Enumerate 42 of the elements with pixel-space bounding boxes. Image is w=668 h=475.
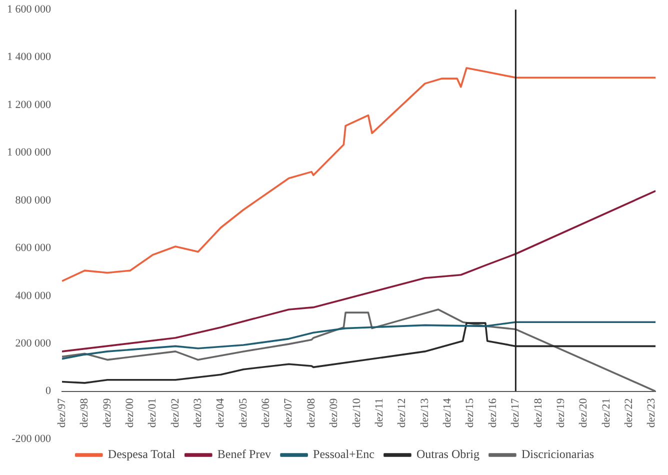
x-tick-label: dez/15: [464, 398, 476, 428]
x-tick-label: dez/21: [600, 398, 612, 428]
x-tick-label: dez/06: [260, 398, 272, 428]
x-tick-label: dez/98: [78, 398, 91, 428]
x-tick-label: dez/99: [101, 398, 114, 428]
x-tick-label: dez/11: [373, 398, 386, 428]
x-tick-label: dez/20: [578, 398, 590, 428]
legend-label: Benef Prev: [217, 447, 272, 462]
y-tick-label: 1 000 000: [7, 146, 52, 159]
x-tick-label: dez/08: [305, 398, 318, 428]
x-tick-label: dez/04: [214, 398, 227, 428]
x-tick-label: dez/12: [396, 398, 408, 428]
x-tick-label: dez/97: [56, 398, 68, 428]
x-tick-label: dez/03: [192, 398, 204, 428]
y-tick-label: 1 400 000: [7, 51, 52, 64]
y-tick-label: 1 200 000: [7, 98, 52, 111]
x-tick-label: dez/22: [622, 398, 635, 428]
legend-label: Pessoal+Enc: [313, 447, 374, 462]
legend-label: Outras Obrig: [416, 447, 480, 462]
x-tick-label: dez/07: [282, 398, 295, 428]
x-tick-label: dez/19: [554, 398, 567, 428]
x-tick-label: dez/13: [418, 398, 431, 428]
y-tick-label: 400 000: [15, 290, 52, 302]
x-tick-label: dez/14: [442, 398, 454, 428]
x-tick-label: dez/01: [146, 398, 159, 428]
x-tick-label: dez/09: [328, 398, 340, 428]
y-tick-label: -200 000: [12, 432, 52, 445]
x-tick-label: dez/23: [646, 398, 658, 428]
x-tick-label: dez/00: [124, 398, 136, 428]
x-tick-label: dez/18: [532, 398, 544, 428]
x-tick-label: dez/10: [350, 398, 363, 428]
x-tick-label: dez/02: [169, 398, 182, 428]
y-tick-label: 600 000: [15, 242, 52, 254]
x-tick-label: dez/16: [486, 398, 499, 428]
legend-label: Discricionarias: [521, 447, 594, 462]
y-tick-label: 200 000: [15, 337, 52, 350]
y-tick-label: 800 000: [15, 194, 52, 206]
y-tick-label: 1 600 000: [7, 3, 52, 16]
x-tick-label: dez/17: [510, 398, 522, 428]
x-tick-label: dez/05: [237, 398, 250, 428]
y-tick-label: 0: [46, 385, 52, 398]
legend-label: Despesa Total: [108, 447, 176, 462]
